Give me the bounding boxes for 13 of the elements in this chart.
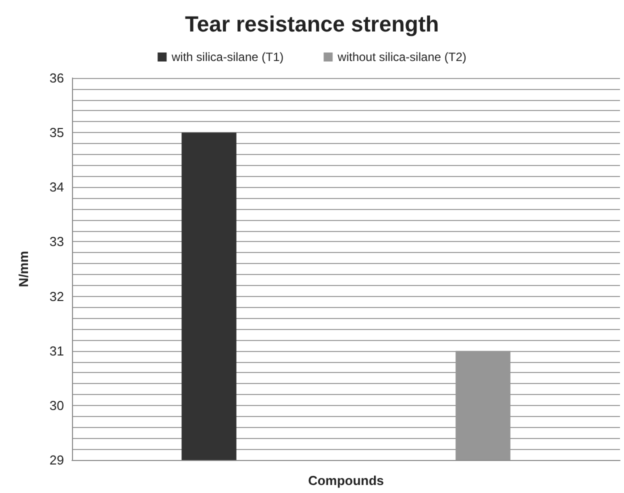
x-axis-title: Compounds	[308, 473, 384, 488]
y-axis-title: N/mm	[16, 250, 31, 288]
legend-label: with silica-silane (T1)	[170, 50, 284, 64]
legend-label: without silica-silane (T2)	[336, 50, 466, 64]
y-tick-label: 29	[50, 452, 64, 468]
chart-title: Tear resistance strength	[185, 12, 439, 36]
y-tick-label: 34	[50, 180, 64, 195]
y-tick-label: 32	[50, 288, 64, 304]
y-tick-label: 36	[50, 70, 64, 86]
y-tick-label: 33	[50, 234, 64, 250]
y-tick-label: 31	[50, 343, 64, 358]
y-tick-label: 30	[50, 398, 64, 413]
y-tick-label: 35	[50, 125, 64, 140]
